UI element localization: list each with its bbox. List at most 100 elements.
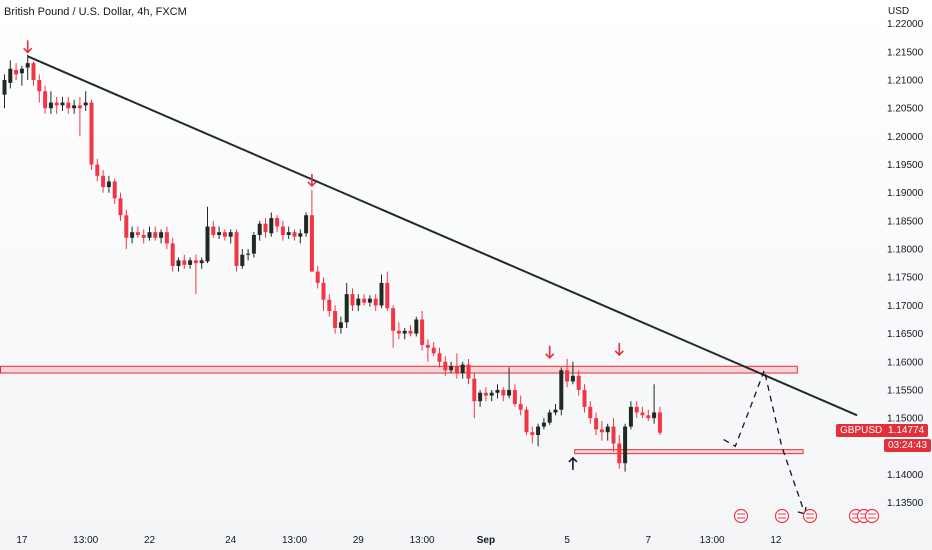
candle-body <box>130 232 135 238</box>
x-tick-label: 13:00 <box>282 535 307 546</box>
candle-body <box>83 102 88 106</box>
candle-body <box>211 226 216 235</box>
candle-body <box>367 298 372 303</box>
candle-body <box>623 426 628 464</box>
candle-body <box>605 426 610 433</box>
candle-body <box>565 370 570 382</box>
candle-body <box>205 226 210 262</box>
candle-body <box>292 232 297 237</box>
y-tick-label: 1.19000 <box>887 188 924 199</box>
candle-body <box>512 389 517 405</box>
candle-body <box>559 370 564 410</box>
candle-body <box>217 232 222 235</box>
candle-body <box>454 366 459 374</box>
candle-body <box>176 260 181 266</box>
y-tick-label: 1.17500 <box>887 273 924 284</box>
candle-body <box>495 389 500 393</box>
projection-path <box>723 367 806 515</box>
y-tick-label: 1.14000 <box>887 470 924 481</box>
y-tick-label: 1.18000 <box>887 245 924 256</box>
y-tick-label: 1.20000 <box>887 132 924 143</box>
x-tick-label: 7 <box>646 535 652 546</box>
candle-body <box>199 260 204 264</box>
candle-body <box>628 406 633 427</box>
trendline <box>27 55 858 417</box>
candle-body <box>321 282 326 300</box>
x-tick-label: 12 <box>770 535 782 546</box>
candle-body <box>182 260 187 265</box>
candle-body <box>14 69 19 75</box>
candle-body <box>286 232 291 235</box>
x-tick-label: 13:00 <box>410 535 435 546</box>
x-tick-label: 5 <box>564 535 570 546</box>
candle-body <box>570 375 575 382</box>
candle-body <box>72 105 77 109</box>
economic-event-icon <box>864 508 880 524</box>
candle-body <box>362 298 367 303</box>
y-tick-label: 1.21000 <box>887 76 924 87</box>
candle-body <box>66 102 71 109</box>
candle-body <box>153 232 158 238</box>
candle-body <box>101 175 106 188</box>
candle-body <box>280 226 285 235</box>
candle-body <box>541 422 546 427</box>
candle-body <box>112 181 117 199</box>
candle-body <box>257 223 262 235</box>
candle-body <box>106 181 111 188</box>
candle-body <box>379 282 384 306</box>
x-tick-label: Sep <box>477 535 495 546</box>
candle-body <box>582 389 587 407</box>
candle-body <box>315 271 320 283</box>
y-tick-label: 1.18500 <box>887 216 924 227</box>
candle-body <box>547 412 552 423</box>
candle-body <box>188 260 193 265</box>
candle-body <box>246 253 251 255</box>
candle-body <box>333 311 338 328</box>
down-arrow-head <box>23 47 33 54</box>
candle-body <box>298 233 303 237</box>
y-tick-label: 1.20500 <box>887 104 924 115</box>
candle-body <box>599 429 604 433</box>
x-tick-label: 13:00 <box>700 535 725 546</box>
candle-body <box>356 298 361 306</box>
y-tick-label: 1.19500 <box>887 160 924 171</box>
y-tick-label: 1.15500 <box>887 385 924 396</box>
candle-body <box>402 330 407 334</box>
candle-body <box>350 294 355 306</box>
candle-body <box>304 215 309 234</box>
candle-body <box>170 243 175 266</box>
up-arrow-head <box>568 456 578 463</box>
down-arrow-head <box>545 353 555 359</box>
currency-label: USD <box>888 6 910 17</box>
down-arrow-head <box>307 181 317 188</box>
candle-body <box>617 443 622 464</box>
last-price-tag: 1.14774 <box>884 423 929 437</box>
candle-body <box>408 330 413 334</box>
candle-body <box>530 432 535 436</box>
y-tick-label: 1.17000 <box>887 301 924 312</box>
candle-body <box>646 415 651 419</box>
candle-body <box>518 404 523 410</box>
candle-body <box>460 364 465 374</box>
countdown-tag: 03:24:43 <box>884 438 931 452</box>
candle-body <box>31 63 36 81</box>
candle-body <box>576 375 581 390</box>
candle-body <box>164 232 169 244</box>
y-tick-label: 1.22000 <box>887 19 924 30</box>
candle-body <box>37 80 42 92</box>
candle-body <box>553 409 558 413</box>
candle-body <box>640 412 645 416</box>
candle-body <box>611 426 616 444</box>
candle-body <box>2 80 7 95</box>
candle-body <box>77 105 82 109</box>
candle-body <box>466 364 471 379</box>
economic-event-icon <box>774 508 790 524</box>
candle-body <box>414 319 419 334</box>
candle-body <box>19 68 24 74</box>
candle-body <box>391 308 396 331</box>
candle-body <box>240 254 245 266</box>
candle-body <box>222 232 227 237</box>
candle-body <box>54 102 59 106</box>
